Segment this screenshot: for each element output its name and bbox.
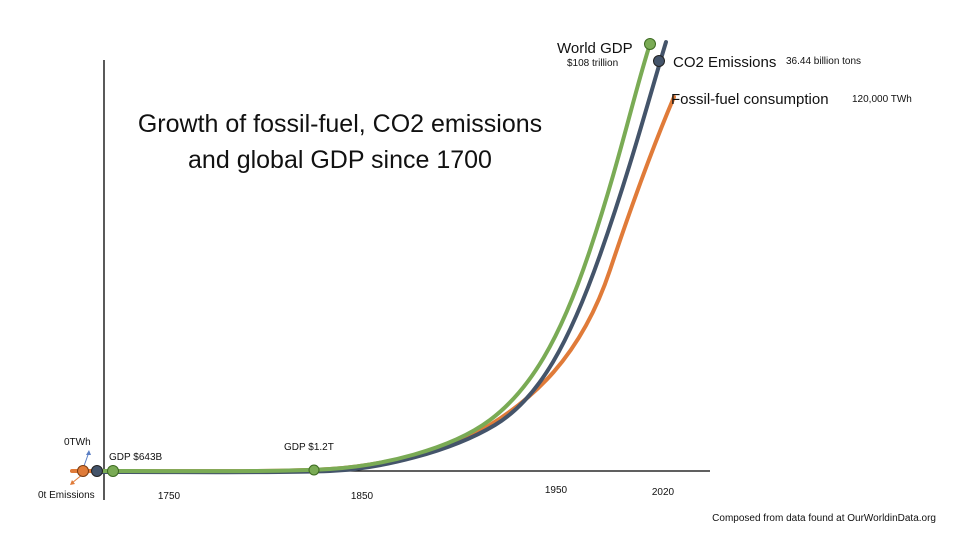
- chart-title: Growth of fossil-fuel, CO2 emissions and…: [100, 106, 580, 178]
- co2-end-marker: [653, 55, 665, 67]
- emissions-arrowhead: [70, 480, 75, 485]
- twh-arrowhead: [86, 450, 91, 455]
- gdp-series-label: World GDP: [557, 40, 633, 57]
- x-tick-label: 1950: [545, 485, 568, 496]
- x-tick-label: 2020: [652, 487, 675, 498]
- gdp-end-value: $108 trillion: [567, 58, 619, 69]
- co2-end-value: 36.44 billion tons: [786, 56, 862, 67]
- fossil-end-value: 120,000 TWh: [852, 94, 912, 105]
- gdp-end-marker: [644, 38, 656, 50]
- chart-title-line: Growth of fossil-fuel, CO2 emissions: [137, 110, 543, 138]
- gdp-line: [100, 42, 652, 474]
- fossil-series-label: Fossil-fuel consumption: [671, 91, 829, 108]
- x-tick-label: 1850: [351, 491, 374, 502]
- gdp-mid-label: GDP $1.2T: [284, 442, 334, 453]
- co2-start-marker: [91, 465, 103, 477]
- chart-title-line: and global GDP since 1700: [188, 146, 492, 174]
- start-twh-label: 0TWh: [64, 437, 91, 448]
- source-note: Composed from data found at OurWorldinDa…: [712, 513, 936, 524]
- co2-series-label: CO2 Emissions: [673, 54, 777, 71]
- gdp-start-label: GDP $643B: [109, 452, 163, 463]
- gdp-start-marker: [107, 465, 119, 477]
- fossil-start-marker: [77, 465, 89, 477]
- x-tick-label: 1750: [158, 491, 181, 502]
- start-emissions-label: 0t Emissions: [38, 490, 95, 501]
- gdp-mid-marker: [308, 464, 320, 476]
